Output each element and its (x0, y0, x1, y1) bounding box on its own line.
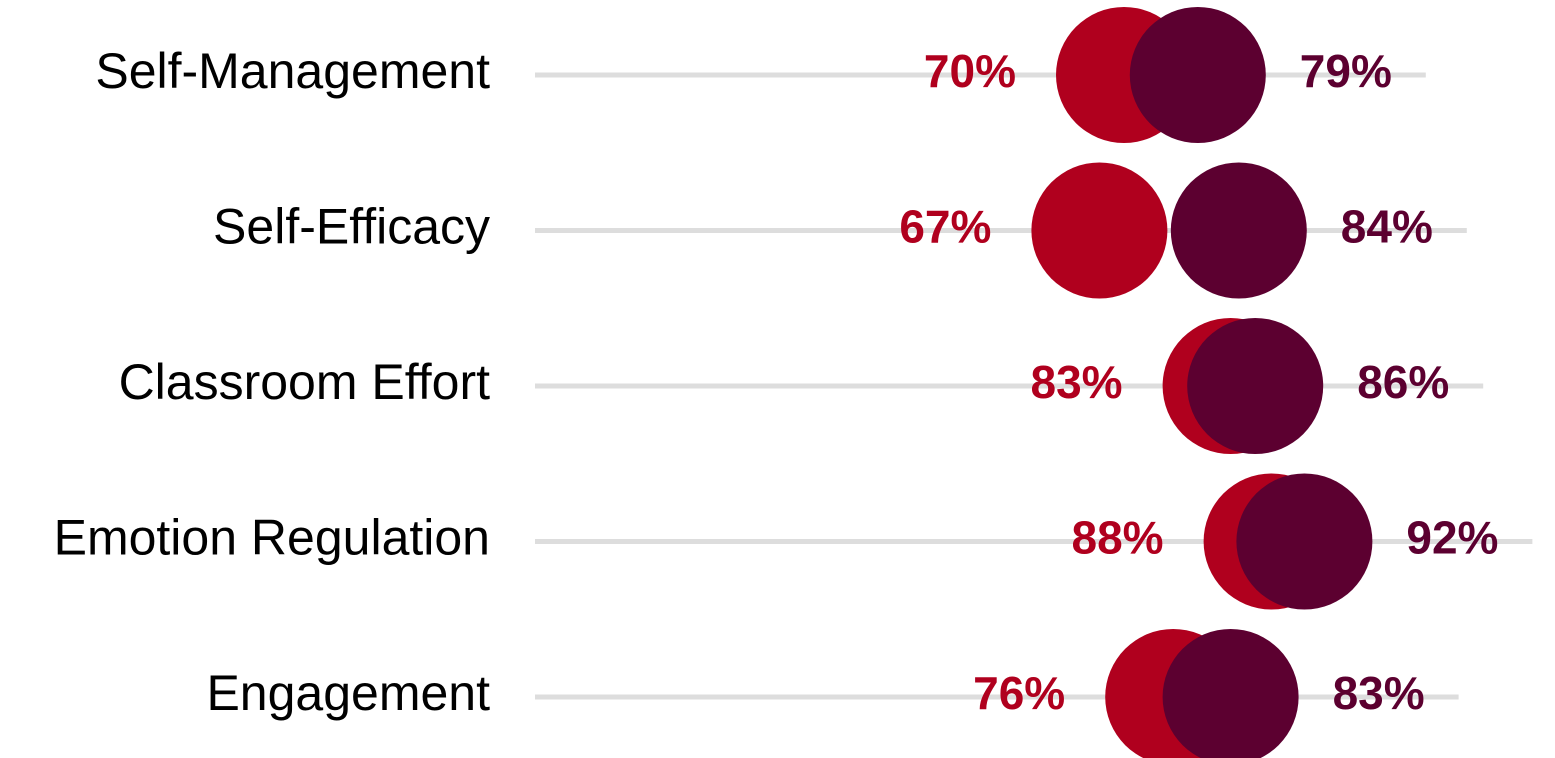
category-label: Emotion Regulation (54, 510, 490, 566)
dot (1129, 7, 1266, 143)
category-label: Self-Efficacy (213, 199, 490, 255)
dot (1187, 318, 1324, 454)
value-label: 83% (1333, 667, 1425, 719)
dot (1031, 162, 1168, 299)
dot (1236, 473, 1373, 610)
value-label: 70% (924, 45, 1016, 97)
value-label: 84% (1341, 201, 1433, 253)
category-label: Self-Management (95, 43, 490, 99)
value-label: 92% (1406, 512, 1498, 564)
value-label: 76% (973, 667, 1065, 719)
category-label: Engagement (206, 665, 490, 721)
value-label: 88% (1072, 512, 1164, 564)
value-label: 86% (1357, 356, 1449, 408)
value-label: 83% (1031, 356, 1123, 408)
value-label: 67% (899, 201, 991, 253)
value-label: 79% (1300, 45, 1392, 97)
dot (1162, 629, 1299, 758)
dot (1170, 162, 1307, 299)
category-label: Classroom Effort (119, 354, 491, 410)
